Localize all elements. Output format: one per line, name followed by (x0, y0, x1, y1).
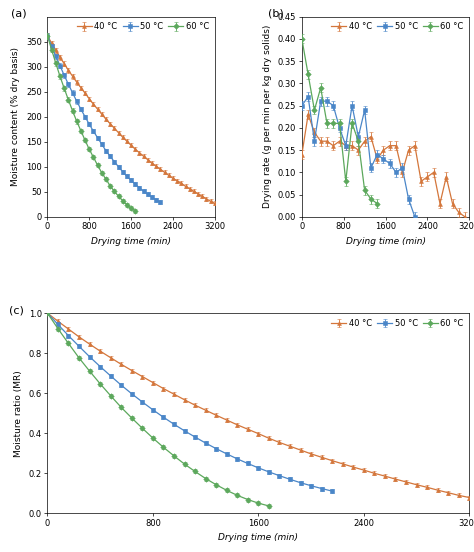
Text: (c): (c) (9, 305, 24, 315)
Text: (b): (b) (268, 8, 284, 19)
X-axis label: Drying time (min): Drying time (min) (346, 237, 426, 246)
X-axis label: Drying time (min): Drying time (min) (91, 237, 171, 246)
X-axis label: Drying time (min): Drying time (min) (219, 533, 298, 543)
Legend: 40 °C, 50 °C, 60 °C: 40 °C, 50 °C, 60 °C (330, 317, 465, 330)
Legend: 40 °C, 50 °C, 60 °C: 40 °C, 50 °C, 60 °C (330, 21, 465, 33)
Y-axis label: Moisture ratio (MR): Moisture ratio (MR) (14, 370, 23, 457)
Y-axis label: Drying rate (g per min per kg dry solids): Drying rate (g per min per kg dry solids… (263, 25, 272, 209)
Text: (a): (a) (10, 8, 26, 19)
Y-axis label: Moisture content (% dry basis): Moisture content (% dry basis) (11, 47, 20, 186)
Legend: 40 °C, 50 °C, 60 °C: 40 °C, 50 °C, 60 °C (75, 21, 210, 33)
